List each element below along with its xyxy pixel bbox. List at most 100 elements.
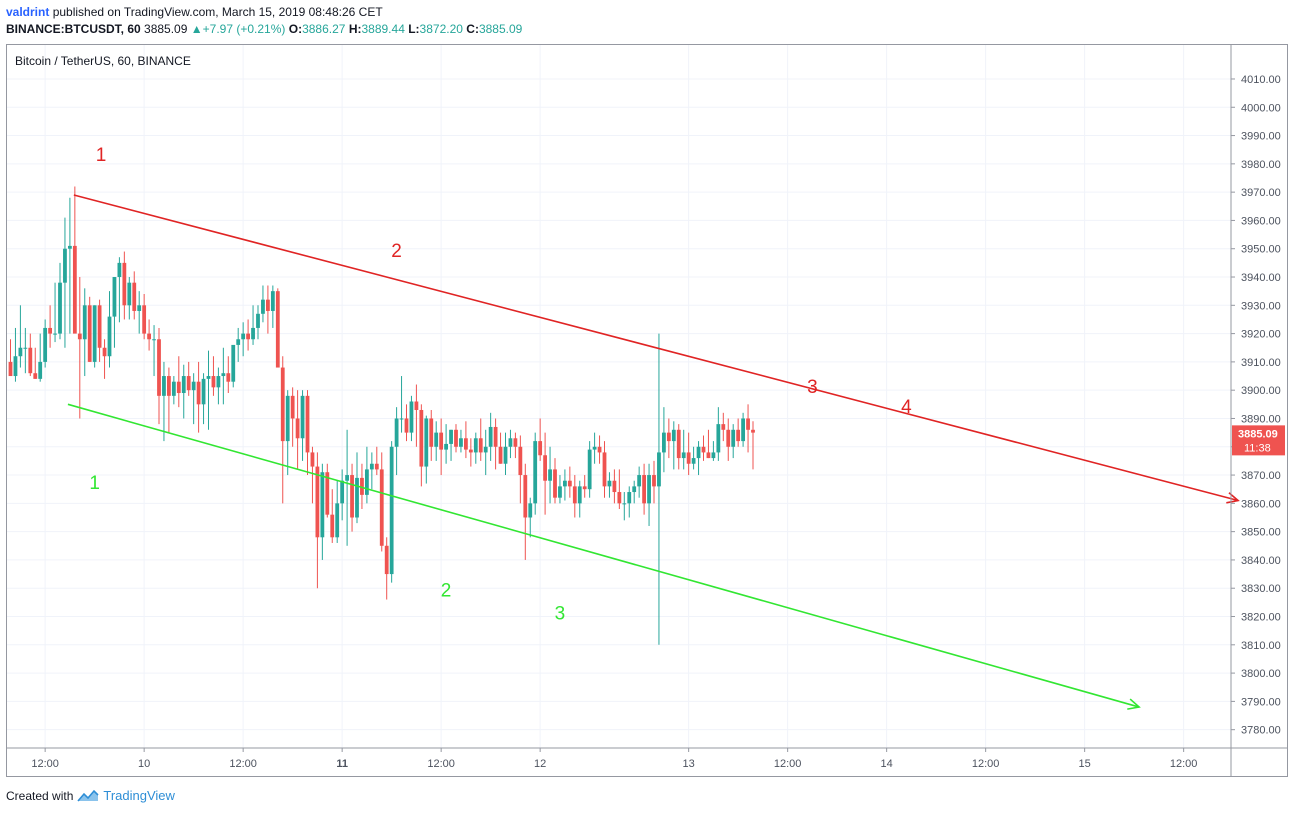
- tradingview-logo-icon[interactable]: [77, 789, 99, 803]
- candle-body: [335, 503, 340, 538]
- candle-body: [711, 452, 716, 459]
- price-tick-label: 3780.00: [1241, 725, 1281, 737]
- candle-body: [627, 492, 632, 504]
- open-label: O:: [288, 22, 303, 36]
- publish-line: valdrint published on TradingView.com, M…: [6, 4, 522, 21]
- candle-body: [112, 277, 117, 317]
- price-tick-label: 3860.00: [1241, 498, 1281, 510]
- candle-body: [285, 395, 290, 442]
- candle-body: [201, 378, 206, 405]
- candle-body: [92, 305, 97, 362]
- annotations: 1 2 3 4 1 2 3: [89, 145, 912, 624]
- tradingview-brand-link[interactable]: TradingView: [103, 788, 175, 803]
- candle-body: [409, 401, 414, 433]
- candle-body: [449, 429, 453, 444]
- candle-body: [206, 376, 211, 379]
- candle-body: [77, 333, 82, 340]
- symbol-label: BINANCE:BTCUSDT, 60: [6, 22, 141, 36]
- candle-body: [622, 503, 627, 505]
- candle-body: [429, 418, 434, 447]
- candle-body: [612, 480, 617, 493]
- candle-body: [647, 475, 651, 504]
- candle-body: [87, 305, 92, 362]
- candle-body: [592, 446, 597, 450]
- candle-body: [295, 418, 300, 439]
- time-tick-label: 11: [336, 758, 348, 770]
- candle-body: [602, 452, 607, 487]
- change-value: +7.97 (+0.21%): [202, 22, 286, 36]
- candle-body: [662, 432, 666, 453]
- candle-body: [310, 452, 315, 467]
- candle-body: [587, 449, 592, 490]
- author-link[interactable]: valdrint: [6, 5, 50, 19]
- candle-body: [548, 469, 552, 481]
- candle-body: [543, 455, 547, 481]
- price-tick-label: 3870.00: [1241, 470, 1281, 482]
- candle-body: [167, 376, 171, 396]
- price-axis[interactable]: 4010.00 4000.00 3990.00 3980.00 3970.00 3960.…: [1231, 74, 1281, 737]
- candle-body: [731, 429, 736, 447]
- candle-body: [137, 305, 142, 311]
- candle-body: [28, 347, 33, 374]
- price-tag-countdown: 11:38: [1244, 442, 1271, 454]
- candle-body: [196, 381, 201, 405]
- candle-body: [275, 291, 280, 368]
- candle-body: [528, 503, 533, 518]
- price-tick-label: 3850.00: [1241, 527, 1281, 539]
- candle-body: [478, 438, 483, 453]
- candle-body: [261, 299, 265, 314]
- candle-body: [681, 452, 686, 459]
- candle-body: [577, 486, 582, 504]
- high-value: 3889.44: [361, 22, 405, 36]
- price-tick-label: 3970.00: [1241, 187, 1281, 199]
- candle-body: [305, 395, 310, 453]
- candle-body: [360, 477, 364, 495]
- candle-body: [553, 469, 557, 498]
- candle-body: [404, 418, 409, 433]
- candle-body: [642, 475, 646, 504]
- annotation-label: 2: [391, 241, 402, 262]
- price-tick-label: 4010.00: [1241, 74, 1281, 86]
- footer: Created with TradingView: [6, 788, 175, 803]
- candle-body: [345, 475, 349, 481]
- candle-body: [582, 486, 587, 490]
- candle-body: [221, 373, 226, 377]
- price-tick-label: 3840.00: [1241, 555, 1281, 567]
- price-tick-label: 3990.00: [1241, 131, 1281, 143]
- price-tick-label: 3830.00: [1241, 583, 1281, 595]
- candle-body: [686, 452, 691, 464]
- time-tick-label: 12:00: [774, 758, 802, 770]
- trendlines: [67, 194, 1240, 710]
- time-axis[interactable]: 12:00 10 12:00 11 12:00 12 13 12:00 14 12:00 15 12:…: [31, 748, 1197, 770]
- green-trendline: [67, 403, 1140, 708]
- annotation-label: 3: [807, 377, 818, 398]
- candle-body: [676, 429, 681, 459]
- candle-body: [290, 395, 295, 419]
- candle-body: [503, 446, 508, 464]
- candle-body: [53, 333, 57, 335]
- candle-body: [82, 305, 87, 340]
- candle-body: [147, 333, 151, 340]
- candle-body: [13, 356, 18, 377]
- price-tick-label: 3910.00: [1241, 357, 1281, 369]
- candle-body: [365, 469, 369, 495]
- candle-body: [8, 361, 13, 377]
- candle-body: [513, 438, 518, 447]
- close-label: C:: [466, 22, 479, 36]
- candle-body: [38, 361, 43, 379]
- candle-body: [300, 395, 305, 439]
- candle-body: [107, 316, 112, 357]
- time-tick-label: 12:00: [1170, 758, 1198, 770]
- candle-body: [142, 305, 147, 334]
- time-tick-label: 12:00: [427, 758, 455, 770]
- candle-body: [666, 432, 671, 442]
- candle-body: [315, 466, 320, 538]
- candle-body: [127, 282, 132, 306]
- candle-body: [473, 438, 478, 453]
- candle-body: [637, 475, 642, 487]
- price-tick-label: 3940.00: [1241, 272, 1281, 284]
- candle-body: [736, 429, 741, 442]
- low-value: 3872.20: [419, 22, 463, 36]
